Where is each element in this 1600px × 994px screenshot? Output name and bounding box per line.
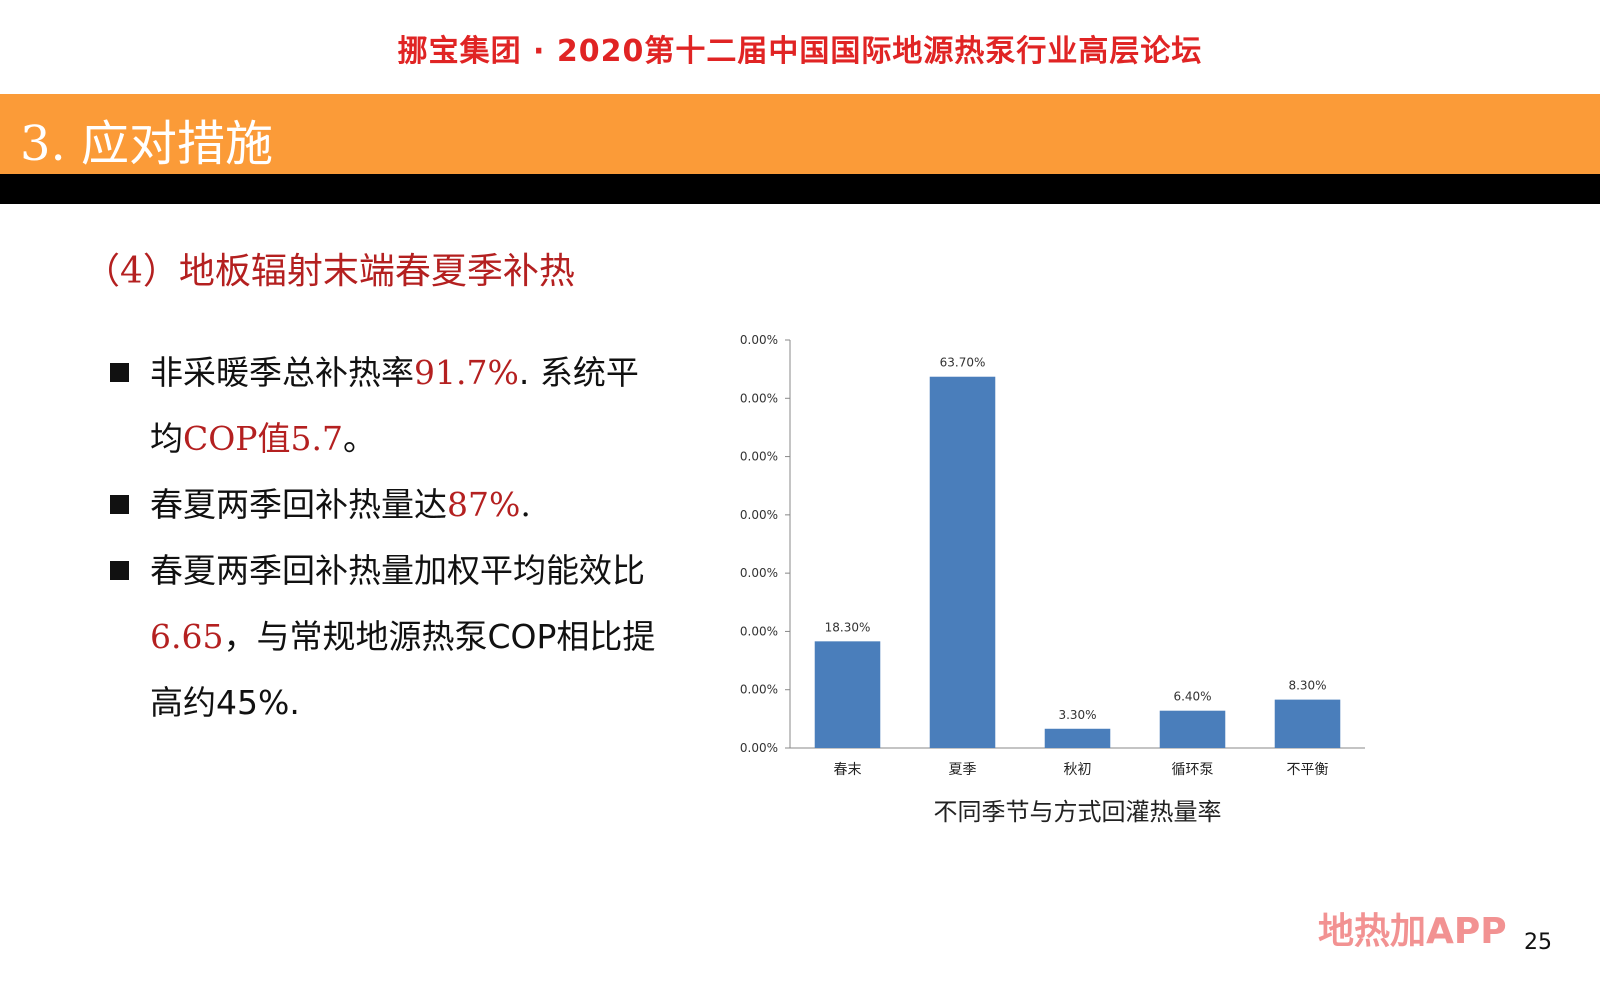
chart-title: 不同季节与方式回灌热量率 xyxy=(934,798,1222,826)
y-tick-label: 30.00% xyxy=(740,566,778,580)
data-label: 3.30% xyxy=(1058,708,1096,722)
x-tick-label: 循环泵 xyxy=(1172,762,1214,778)
square-bullet-icon xyxy=(110,363,129,382)
x-tick-label: 夏季 xyxy=(949,762,977,778)
bullet-text: 非采暖季总补热率 xyxy=(150,353,414,392)
section-title: 3. 应对措施 xyxy=(20,116,274,172)
slide-subtitle: （4）地板辐射末端春夏季补热 xyxy=(84,251,575,292)
bullet-text: 。 xyxy=(343,419,376,458)
bar-chart: 0.00% 10.00% 20.00% 30.00% 40.00% 50.00% 60.00… xyxy=(740,330,1400,850)
x-tick-label: 秋初 xyxy=(1064,761,1092,778)
y-tick-label: 0.00% xyxy=(740,741,778,755)
header-divider xyxy=(0,174,1600,204)
bullet-item: 非采暖季总补热率91.7%. 系统平均COP值5.7。 xyxy=(106,340,666,472)
highlight-value: COP值5.7 xyxy=(183,419,343,458)
highlight-value: 6.65 xyxy=(150,617,224,656)
data-label: 63.70% xyxy=(940,356,986,370)
bullet-text: 春夏两季回补热量加权平均能效比 xyxy=(150,551,645,590)
y-tick-label: 40.00% xyxy=(740,508,778,522)
y-tick-label: 50.00% xyxy=(740,450,778,464)
bullet-text: . xyxy=(520,485,531,524)
x-tick-label: 不平衡 xyxy=(1287,762,1329,778)
bar xyxy=(929,376,996,748)
x-tick-label: 春末 xyxy=(834,762,862,778)
bullet-text: 春夏两季回补热量达 xyxy=(150,485,447,524)
bullet-list: 非采暖季总补热率91.7%. 系统平均COP值5.7。 春夏两季回补热量达87%… xyxy=(106,340,666,736)
data-label: 8.30% xyxy=(1288,679,1326,693)
bar xyxy=(1159,710,1226,748)
page-number: 25 xyxy=(1524,930,1552,955)
bar xyxy=(814,641,881,748)
data-label: 18.30% xyxy=(825,620,871,634)
bar xyxy=(1044,728,1111,748)
section-header-band xyxy=(0,94,1600,174)
bullet-item: 春夏两季回补热量加权平均能效比 6.65，与常规地源热泵COP相比提高约45%. xyxy=(106,538,666,736)
bullet-item: 春夏两季回补热量达87%. xyxy=(106,472,666,538)
watermark-logo: 地热加APP xyxy=(1318,911,1507,952)
y-tick-label: 60.00% xyxy=(740,391,778,405)
data-label: 6.40% xyxy=(1173,690,1211,704)
highlight-value: 87% xyxy=(447,485,521,524)
square-bullet-icon xyxy=(110,495,129,514)
bullet-text: ，与常规地源热泵COP相比提高约45%. xyxy=(150,617,656,722)
event-title: 挪宝集团 · 2020第十二届中国国际地源热泵行业高层论坛 xyxy=(397,34,1203,69)
bar-chart-svg: 0.00% 10.00% 20.00% 30.00% 40.00% 50.00% 60.00… xyxy=(740,333,1365,826)
highlight-value: 91.7% xyxy=(414,353,519,392)
bullet-text: . 系统平均 xyxy=(150,353,639,458)
bar xyxy=(1274,699,1341,748)
y-tick-label: 70.00% xyxy=(740,333,778,347)
y-tick-label: 10.00% xyxy=(740,683,778,697)
y-tick-label: 20.00% xyxy=(740,624,778,638)
square-bullet-icon xyxy=(110,561,129,580)
